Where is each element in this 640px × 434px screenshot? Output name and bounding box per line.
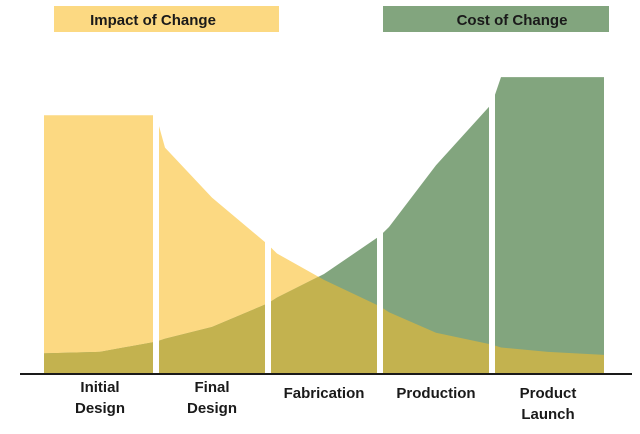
x-tick-label: Product Launch bbox=[520, 385, 577, 423]
x-tick-label: Fabrication bbox=[284, 385, 365, 402]
legend-label-impact: Impact of Change bbox=[90, 12, 216, 29]
stage-divider bbox=[377, 70, 383, 374]
stage-divider bbox=[153, 70, 159, 374]
x-tick-label: Final Design bbox=[187, 379, 237, 417]
stage-divider bbox=[265, 70, 271, 374]
legend: Impact of Change Cost of Change bbox=[54, 6, 609, 32]
stage-divider bbox=[489, 70, 495, 374]
legend-label-cost: Cost of Change bbox=[457, 12, 568, 29]
plot-area bbox=[20, 70, 632, 375]
legend-swatch-cost bbox=[383, 6, 609, 32]
legend-swatch-impact bbox=[54, 6, 279, 32]
stage-dividers bbox=[153, 70, 495, 374]
impact-of-change-area bbox=[44, 115, 604, 375]
cost-of-change-area bbox=[44, 77, 604, 374]
x-axis-labels: Initial Design Final Design Fabrication Produ… bbox=[75, 379, 576, 423]
x-tick-label: Initial Design bbox=[75, 379, 125, 417]
x-tick-label: Production bbox=[396, 385, 475, 402]
